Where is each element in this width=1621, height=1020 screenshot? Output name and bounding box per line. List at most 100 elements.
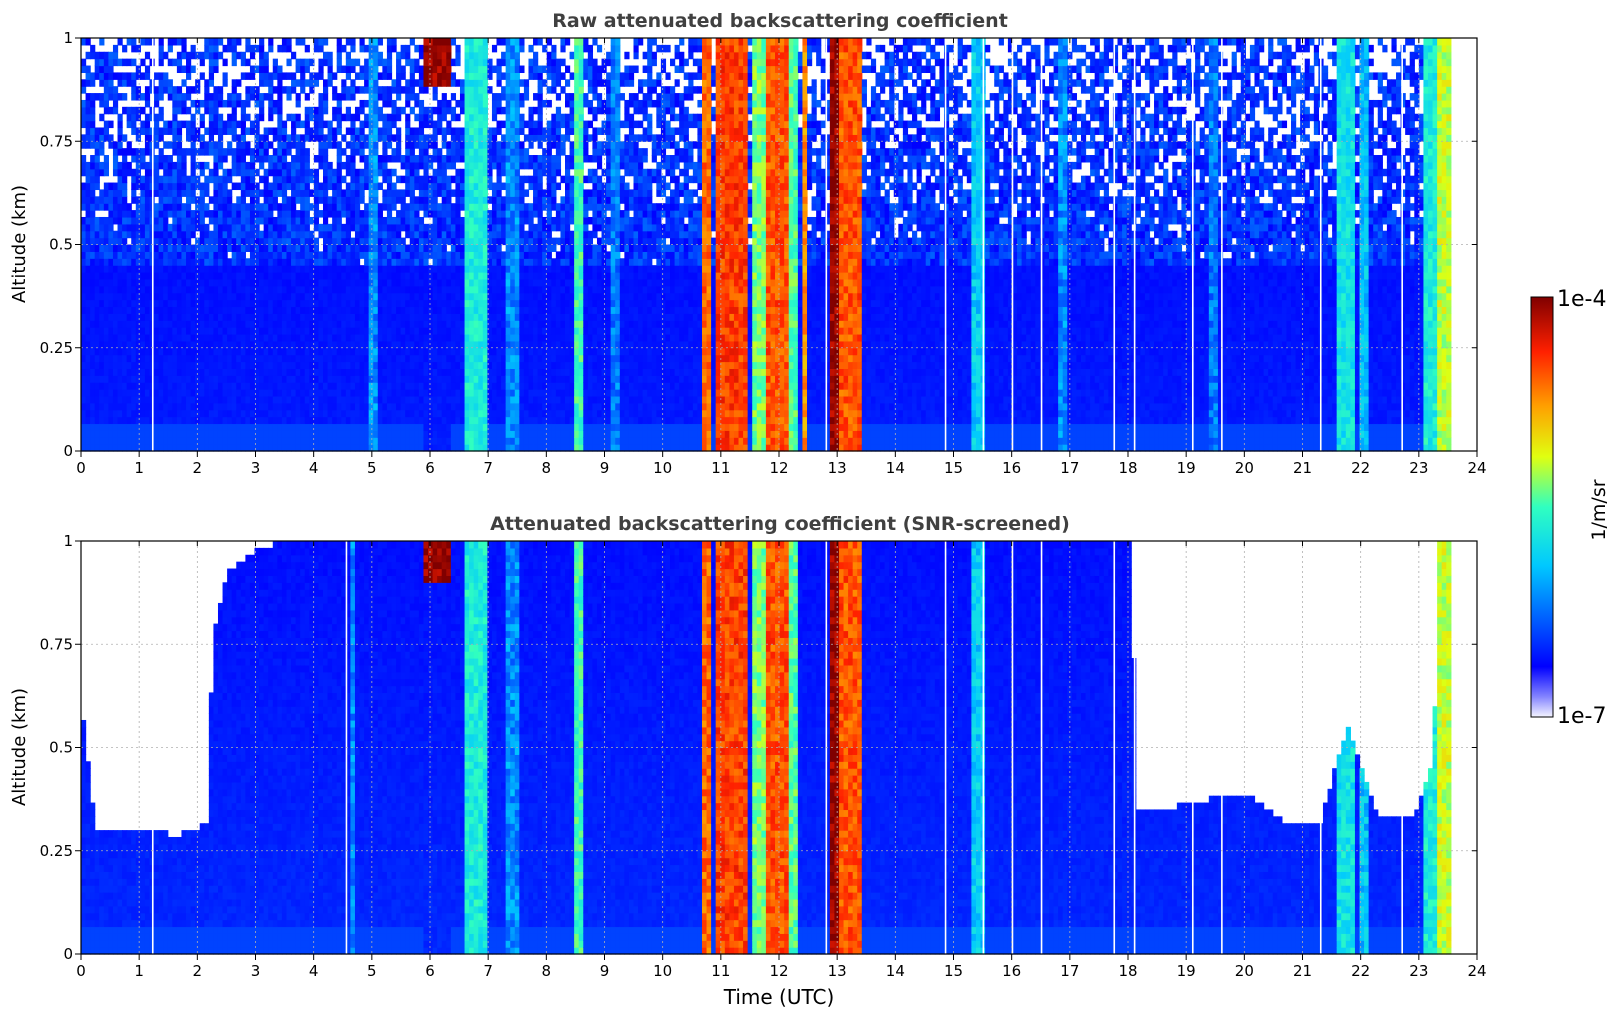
heatmap-cell <box>446 251 452 259</box>
heatmap-cell <box>332 375 338 383</box>
heatmap-cell <box>409 306 415 314</box>
heatmap-cell <box>85 354 91 363</box>
heatmap-cell <box>236 210 242 218</box>
heatmap-cell <box>300 223 306 232</box>
heatmap-cell <box>213 175 219 184</box>
heatmap-cell <box>295 155 301 163</box>
heatmap-cell <box>103 430 109 438</box>
heatmap-cell <box>350 58 356 67</box>
heatmap-cell <box>263 182 269 191</box>
heatmap-cell <box>259 361 265 369</box>
heatmap-cell <box>81 216 87 225</box>
heatmap-cell <box>336 203 342 211</box>
heatmap-cell <box>195 272 201 280</box>
heatmap-cell <box>268 237 274 246</box>
heatmap-cell <box>350 265 356 273</box>
heatmap-cell <box>208 168 215 177</box>
heatmap-cell <box>190 423 196 431</box>
heatmap-cell <box>131 148 137 156</box>
heatmap-cell <box>259 79 265 87</box>
heatmap-cell <box>487 354 493 363</box>
heatmap-cell <box>496 285 502 294</box>
heatmap-cell <box>272 444 278 452</box>
heatmap-cell <box>368 416 374 425</box>
heatmap-cell <box>186 203 192 211</box>
heatmap-cell <box>382 244 388 252</box>
heatmap-cell <box>126 292 132 301</box>
heatmap-cell <box>85 265 91 273</box>
heatmap-cell <box>373 244 379 252</box>
heatmap-cell <box>309 168 315 177</box>
heatmap-cell <box>272 333 278 342</box>
heatmap-cell <box>163 155 169 163</box>
heatmap-cell <box>318 141 324 149</box>
heatmap-cell <box>163 313 169 321</box>
heatmap-cell <box>418 361 425 369</box>
heatmap-cell <box>236 409 242 418</box>
heatmap-cell <box>190 182 196 191</box>
heatmap-cell <box>428 44 434 53</box>
heatmap-cell <box>85 272 91 280</box>
heatmap-cell <box>414 113 420 122</box>
heatmap-cell <box>208 327 215 335</box>
heatmap-cell <box>409 320 415 328</box>
heatmap-cell <box>291 395 297 404</box>
heatmap-cell <box>318 382 324 390</box>
heatmap-cell <box>281 285 288 294</box>
heatmap-cell <box>455 251 461 259</box>
heatmap-cell <box>491 292 498 301</box>
heatmap-cell <box>272 306 278 314</box>
heatmap-cell <box>181 368 187 376</box>
heatmap-cell <box>240 265 246 273</box>
heatmap-cell <box>414 99 420 108</box>
heatmap-cell <box>222 361 228 369</box>
heatmap-cell <box>181 65 187 74</box>
heatmap-cell <box>473 347 479 356</box>
heatmap-cell <box>176 389 183 397</box>
heatmap-cell <box>172 320 178 328</box>
heatmap-cell <box>382 134 388 142</box>
heatmap-cell <box>281 444 288 452</box>
heatmap-cell <box>176 285 183 294</box>
heatmap-cell <box>85 203 91 211</box>
heatmap-cell <box>405 327 411 335</box>
heatmap-cell <box>341 320 347 328</box>
heatmap-cell <box>350 148 356 156</box>
heatmap-cell <box>277 237 283 246</box>
heatmap-cell <box>300 340 306 349</box>
heatmap-cell <box>186 444 192 452</box>
heatmap-cell <box>446 306 452 314</box>
heatmap-cell <box>313 203 320 211</box>
heatmap-cell <box>245 127 251 135</box>
heatmap-cell <box>487 361 493 369</box>
heatmap-cell <box>373 175 379 184</box>
heatmap-cell <box>364 182 370 191</box>
heatmap-cell <box>482 272 488 280</box>
heatmap-cell <box>259 320 265 328</box>
heatmap-cell <box>469 395 475 404</box>
heatmap-cell <box>90 347 96 356</box>
heatmap-cell <box>144 389 151 397</box>
heatmap-cell <box>286 210 292 218</box>
heatmap-cell <box>455 430 461 438</box>
heatmap-cell <box>108 327 114 335</box>
heatmap-cell <box>245 402 251 411</box>
heatmap-cell <box>117 58 123 67</box>
heatmap-cell <box>473 86 479 94</box>
heatmap-cell <box>144 175 151 184</box>
heatmap-cell <box>122 368 128 376</box>
heatmap-cell <box>455 375 461 383</box>
heatmap-cell <box>364 72 370 80</box>
heatmap-cell <box>199 333 205 342</box>
heatmap-cell <box>117 306 123 314</box>
heatmap-cell <box>268 189 274 197</box>
heatmap-cell <box>204 44 210 53</box>
heatmap-cell <box>446 258 452 266</box>
heatmap-cell <box>323 292 329 301</box>
heatmap-cell <box>254 127 260 135</box>
heatmap-cell <box>400 216 406 225</box>
heatmap-cell <box>172 306 178 314</box>
heatmap-cell <box>281 423 288 431</box>
heatmap-cell <box>364 285 370 294</box>
heatmap-cell <box>181 189 187 197</box>
